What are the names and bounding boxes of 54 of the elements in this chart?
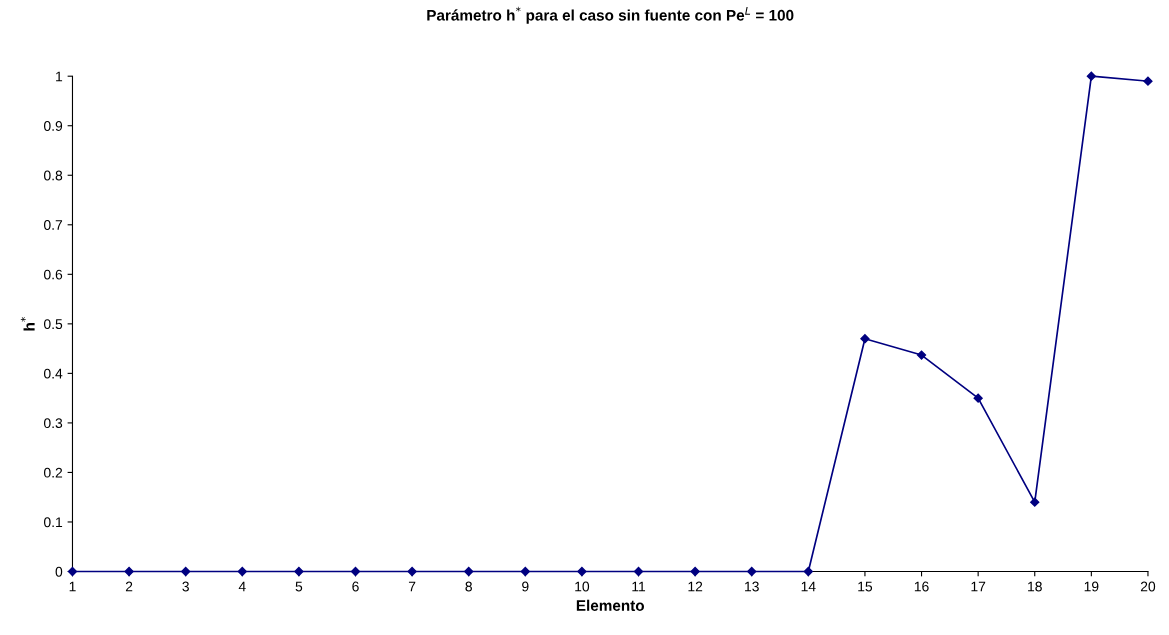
point <box>407 566 417 577</box>
point <box>577 566 587 577</box>
y-tick-label: 0.2 <box>43 467 63 478</box>
y-tick-label: 1 <box>56 71 63 82</box>
x-tick-label: 20 <box>1140 581 1156 592</box>
x-tick-label: 10 <box>575 581 590 592</box>
point <box>690 566 700 577</box>
x-tick-label: 1 <box>69 581 76 592</box>
point <box>916 350 927 360</box>
x-tick-label: 13 <box>745 581 759 592</box>
x-tick-label: 5 <box>295 581 303 592</box>
point <box>1086 71 1096 81</box>
y-tick-label: 0.4 <box>43 368 63 379</box>
point <box>464 566 474 577</box>
x-tick-label: 15 <box>858 581 873 592</box>
x-tick-label: 4 <box>238 581 246 592</box>
y-tick-label: 0 <box>55 566 63 577</box>
chart-title: Parámetro h$^{*}$ para el caso sin fuente con Pe$^{L}$ = 100 <box>427 6 794 24</box>
x-tick-label: 14 <box>801 581 816 592</box>
y-tick-label: 0.9 <box>43 121 63 131</box>
point <box>237 566 247 577</box>
x-tick-label: 7 <box>408 581 416 592</box>
y-tick-label: 0.7 <box>43 220 63 230</box>
point <box>860 334 870 344</box>
x-tick-label: 2 <box>125 581 133 592</box>
x-tick-label: 6 <box>352 581 359 592</box>
y-tick-label: 0.6 <box>43 269 63 280</box>
point <box>67 566 78 577</box>
x-tick-label: 11 <box>632 581 646 592</box>
point <box>747 566 757 577</box>
x-tick-label: 19 <box>1084 581 1099 592</box>
x-tick-label: 9 <box>522 581 529 592</box>
point <box>294 566 304 577</box>
y-tick-label: 0.8 <box>43 170 63 181</box>
y-tick-label: 0.1 <box>43 517 63 528</box>
point <box>520 566 530 577</box>
point <box>803 566 813 577</box>
x-axis-title: Elemento <box>576 599 644 611</box>
x-tick-label: 18 <box>1028 581 1042 592</box>
point <box>124 566 134 577</box>
x-tick-label: 8 <box>465 581 472 592</box>
x-tick-label: 3 <box>182 581 189 592</box>
point <box>973 393 983 403</box>
y-tick-label: 0.5 <box>43 319 63 330</box>
x-tick-label: 12 <box>688 581 703 592</box>
x-tick-label: 17 <box>971 581 986 592</box>
point <box>633 566 644 577</box>
y-tick-label: 0.3 <box>43 418 63 429</box>
point <box>1030 497 1040 507</box>
y-axis-title: h$^{*}$ <box>20 316 35 331</box>
x-tick-label: 16 <box>914 581 929 592</box>
point <box>350 566 361 577</box>
point <box>1143 76 1153 86</box>
point <box>181 566 191 577</box>
